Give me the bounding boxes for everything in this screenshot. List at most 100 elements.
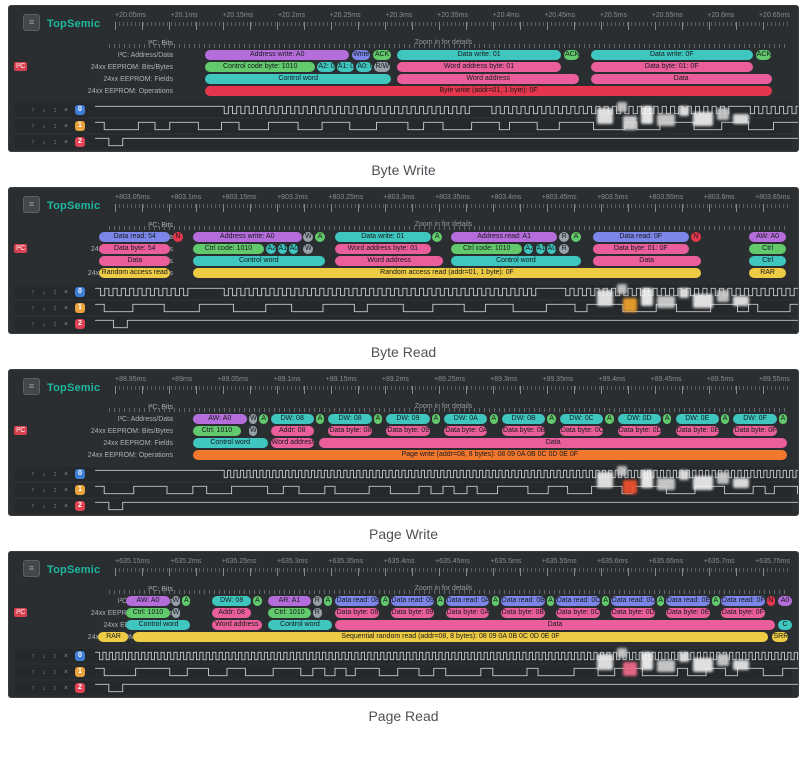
decoded-fields-chip[interactable]: Data — [592, 256, 701, 266]
decoded-address-data-chip[interactable]: A — [546, 596, 555, 606]
time-ruler[interactable]: +88.95ms +89ms +89.05ms +89.1ms +89.15ms +89.… — [115, 376, 790, 398]
decoded-address-data-chip[interactable]: Data write: 0F — [590, 50, 753, 60]
decoded-address-data-chip[interactable]: Data read: 0A — [445, 596, 490, 606]
channel-waveform[interactable] — [95, 468, 799, 480]
decoded-address-data-chip[interactable]: A — [432, 232, 443, 242]
decoded-address-data-chip[interactable]: DW: 0B — [502, 414, 546, 424]
channel-badge[interactable]: 0 — [75, 287, 85, 297]
time-ruler[interactable]: +803.05ms +803.1ms +803.15ms +803.2ms +803.2… — [115, 194, 790, 216]
decoded-address-data-chip[interactable]: A — [373, 414, 383, 424]
decoded-bits-bytes-chip[interactable]: Data byte: 0B — [502, 426, 546, 436]
time-ruler[interactable]: +635.15ms +635.2ms +635.25ms +635.3ms +635.3… — [115, 558, 790, 580]
decoded-address-data-chip[interactable]: Address read: A1 — [451, 232, 558, 242]
decoded-address-data-chip[interactable]: DW: 0F — [733, 414, 777, 424]
decoded-address-data-chip[interactable]: A — [663, 414, 672, 424]
decoded-address-data-chip[interactable]: A — [491, 596, 500, 606]
decoded-address-data-chip[interactable]: AW: A0 — [192, 414, 247, 424]
decoded-bits-bytes-chip[interactable]: Data byte: 01: 0F — [592, 244, 689, 254]
trigger-either-icon[interactable]: ↕ — [53, 652, 57, 660]
decoded-address-data-chip[interactable]: DW: 0E — [675, 414, 719, 424]
decoded-address-data-chip[interactable]: Data read: 0E — [665, 596, 710, 606]
decoded-address-data-chip[interactable]: DW: 09 — [386, 414, 430, 424]
trigger-either-icon[interactable]: ↕ — [53, 502, 57, 510]
decoded-fields-chip[interactable]: Ctrl — [749, 256, 786, 266]
decoded-address-data-chip[interactable]: W — [171, 596, 181, 606]
decoded-address-data-chip[interactable]: A — [489, 414, 498, 424]
decoded-fields-chip[interactable]: Control word — [126, 620, 191, 630]
decoded-fields-chip[interactable]: Control word — [205, 74, 392, 84]
channel-badge[interactable]: 0 — [75, 105, 85, 115]
channel-badge[interactable]: 1 — [75, 121, 85, 131]
channel-waveform[interactable] — [95, 682, 799, 694]
trigger-either-icon[interactable]: ↕ — [53, 288, 57, 296]
decoded-bits-bytes-chip[interactable]: Data byte: 0C — [555, 608, 600, 618]
trigger-either-icon[interactable]: ↕ — [53, 106, 57, 114]
decoded-address-data-chip[interactable]: ACK — [564, 50, 580, 60]
trigger-none-icon[interactable]: × — [63, 652, 69, 660]
decoded-address-data-chip[interactable]: A — [259, 414, 268, 424]
trigger-either-icon[interactable]: ↕ — [53, 138, 57, 146]
decoded-bits-bytes-chip[interactable]: A2: 0 — [317, 62, 335, 72]
decoded-address-data-chip[interactable]: A — [571, 232, 581, 242]
decoded-address-data-chip[interactable]: ACK — [755, 50, 772, 60]
decoded-address-data-chip[interactable]: A — [315, 232, 325, 242]
channel-badge[interactable]: 1 — [75, 667, 85, 677]
trigger-none-icon[interactable]: × — [63, 288, 69, 296]
channel-badge[interactable]: 1 — [75, 485, 85, 495]
decoded-address-data-chip[interactable]: Data read: 09 — [390, 596, 435, 606]
decoded-bits-bytes-chip[interactable]: Ctrl: 1010 — [126, 608, 170, 618]
trigger-rising-icon[interactable]: ↑ — [31, 288, 35, 296]
trigger-either-icon[interactable]: ↕ — [53, 122, 57, 130]
decoded-fields-chip[interactable]: Control word — [192, 256, 325, 266]
decoded-bits-bytes-chip[interactable]: Ctrl code: 1010 — [451, 244, 523, 254]
decoded-address-data-chip[interactable]: Data read: 08 — [335, 596, 380, 606]
decoded-address-data-chip[interactable]: N — [173, 232, 183, 242]
decoded-address-data-chip[interactable]: R — [559, 232, 569, 242]
decoded-bits-bytes-chip[interactable]: R/W — [374, 62, 390, 72]
channel-waveform[interactable] — [95, 650, 799, 662]
decoded-address-data-chip[interactable]: DW: 0D — [617, 414, 661, 424]
decoded-address-data-chip[interactable]: DW: 08 — [328, 414, 372, 424]
channel-badge[interactable]: 1 — [75, 303, 85, 313]
decoded-address-data-chip[interactable]: Address write: A0 — [205, 50, 350, 60]
channel-badge[interactable]: 0 — [75, 469, 85, 479]
trigger-either-icon[interactable]: ↕ — [53, 486, 57, 494]
decoded-bits-bytes-chip[interactable]: Data byte: 0A — [444, 426, 488, 436]
decoded-address-data-chip[interactable]: DW: 08 — [212, 596, 252, 606]
decoded-fields-chip[interactable]: Word address — [396, 74, 580, 84]
decoded-address-data-chip[interactable]: DW: 08 — [270, 414, 314, 424]
time-ruler[interactable]: +20.05ms +20.1ms +20.15ms +20.2ms +20.25ms +2… — [115, 12, 790, 34]
trigger-falling-icon[interactable]: ↓ — [42, 122, 46, 130]
i2c-analyzer-tag[interactable]: I²C — [14, 426, 28, 435]
trigger-none-icon[interactable]: × — [63, 106, 69, 114]
decoded-address-data-chip[interactable]: AW: A0 — [126, 596, 170, 606]
trigger-none-icon[interactable]: × — [63, 138, 69, 146]
decoded-address-data-chip[interactable]: W — [303, 232, 314, 242]
channel-badge[interactable]: 2 — [75, 319, 85, 329]
i2c-analyzer-tag[interactable]: I²C — [14, 62, 28, 71]
decoded-bits-bytes-chip[interactable]: A1 — [535, 244, 545, 254]
channel-waveform[interactable] — [95, 318, 799, 330]
decoded-fields-chip[interactable]: Data — [590, 74, 772, 84]
decoded-bits-bytes-chip[interactable]: Ctrl — [749, 244, 786, 254]
decoded-operations-chip[interactable]: RAR — [749, 268, 786, 278]
trigger-either-icon[interactable]: ↕ — [53, 470, 57, 478]
decoded-bits-bytes-chip[interactable]: Ctrl code: 1010 — [192, 244, 265, 254]
decoded-operations-chip[interactable]: RAR — [98, 632, 129, 642]
trigger-rising-icon[interactable]: ↑ — [31, 668, 35, 676]
decoded-bits-bytes-chip[interactable]: Word address byte: 01 — [334, 244, 431, 254]
channel-badge[interactable]: 2 — [75, 683, 85, 693]
trigger-either-icon[interactable]: ↕ — [53, 320, 57, 328]
decoded-fields-chip[interactable]: C — [778, 620, 792, 630]
decoded-operations-chip[interactable]: Sequential random read (addr=08, 8 bytes… — [133, 632, 768, 642]
decoded-address-data-chip[interactable]: A — [182, 596, 191, 606]
trigger-rising-icon[interactable]: ↑ — [31, 684, 35, 692]
decoded-bits-bytes-chip[interactable]: Data byte: 01: 0F — [590, 62, 753, 72]
decoded-address-data-chip[interactable]: A — [656, 596, 665, 606]
decoded-address-data-chip[interactable]: ACK — [373, 50, 392, 60]
decoded-address-data-chip[interactable]: A — [547, 414, 556, 424]
decoded-address-data-chip[interactable]: Address write: A0 — [192, 232, 302, 242]
trigger-rising-icon[interactable]: ↑ — [31, 502, 35, 510]
decoded-address-data-chip[interactable]: Data read: 0B — [500, 596, 545, 606]
trigger-none-icon[interactable]: × — [63, 486, 69, 494]
